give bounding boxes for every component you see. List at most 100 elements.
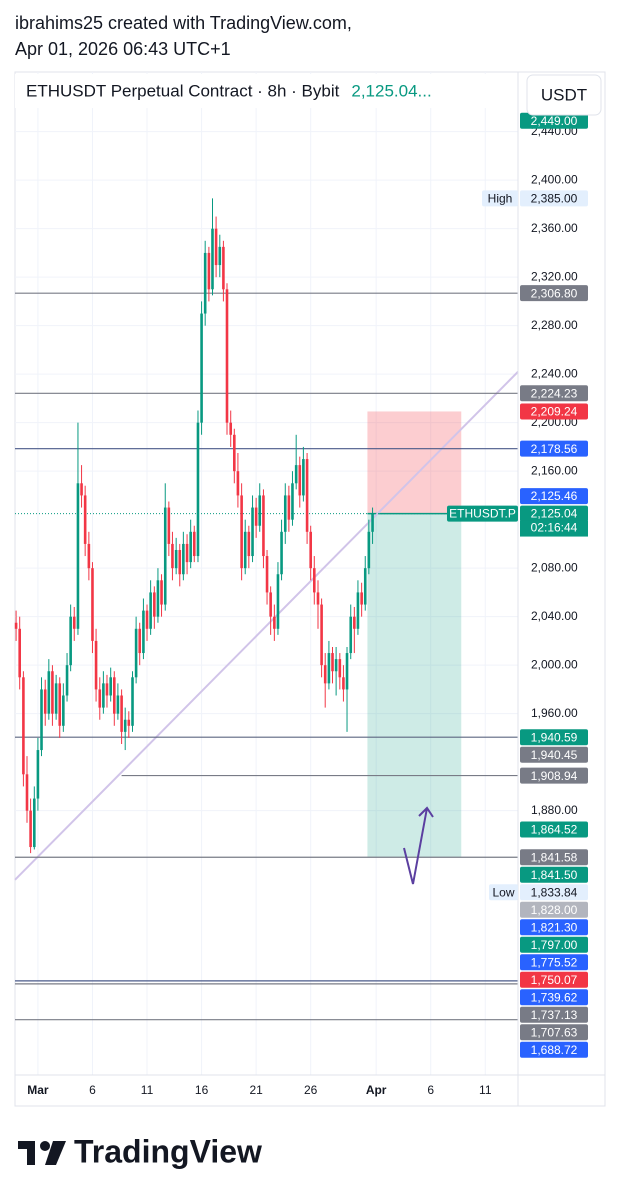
candle-body <box>225 289 229 423</box>
candle-body <box>334 659 338 672</box>
candle-body <box>109 677 112 696</box>
price-label-text: 1,739.62 <box>531 990 578 1004</box>
candle-body <box>51 671 54 714</box>
price-tag <box>489 884 518 901</box>
candle-body <box>196 422 200 557</box>
price-label-text: 1,821.30 <box>531 920 578 934</box>
price-tag-text: ETHUSDT.P <box>449 507 516 521</box>
logo-shape <box>27 1141 35 1165</box>
price-tag-text: High <box>488 192 513 206</box>
candle-body <box>258 495 262 526</box>
price-label <box>520 849 588 866</box>
price-label <box>520 746 588 763</box>
candle-body <box>312 568 316 593</box>
candle-body <box>214 228 218 266</box>
candle-body <box>76 483 80 629</box>
price-label-text: 2,449.00 <box>531 114 578 128</box>
candle-body <box>94 640 98 690</box>
x-tick-label: 21 <box>249 1083 263 1097</box>
candle-body <box>305 459 309 532</box>
candle-body <box>233 434 236 472</box>
candle-body <box>360 592 363 605</box>
price-label-text: 2,209.24 <box>531 405 578 419</box>
candle-body <box>291 483 294 520</box>
candle-body <box>262 495 265 557</box>
candle-body <box>356 592 360 629</box>
candle-body <box>218 246 222 266</box>
price-label-text: 1,833.84 <box>531 885 578 899</box>
price-label <box>520 919 588 936</box>
x-tick-label: 26 <box>304 1083 318 1097</box>
candle-body <box>189 531 192 563</box>
target-zone <box>367 513 462 858</box>
currency-button[interactable] <box>526 74 602 116</box>
price-label-text: 1,688.72 <box>531 1043 578 1057</box>
x-tick-label: 6 <box>427 1083 434 1097</box>
candle-body <box>87 543 91 569</box>
candle-body <box>80 483 83 496</box>
last-price: 2,125.04... <box>351 81 431 100</box>
price-label <box>520 954 588 971</box>
price-label-text: 1,864.52 <box>531 823 578 837</box>
candle-body <box>276 574 280 629</box>
candle-body <box>25 774 29 811</box>
candle-body <box>323 665 327 684</box>
price-tag <box>447 505 518 522</box>
y-tick-label: 2,400.00 <box>531 172 578 186</box>
y-tick-label: 2,360.00 <box>531 221 578 235</box>
candle-body <box>192 531 196 557</box>
price-label-text: 2,125.04 <box>531 507 578 521</box>
logo-shape <box>45 1141 66 1165</box>
candle-body <box>171 543 174 569</box>
candle-body <box>207 252 211 290</box>
drawn-arrow <box>403 806 434 885</box>
price-label <box>520 1041 588 1058</box>
candle-body <box>134 628 138 678</box>
price-label <box>520 936 588 953</box>
price-label <box>520 488 588 505</box>
candle-body <box>265 556 269 593</box>
candle-body <box>280 531 283 575</box>
candle-body <box>69 616 72 666</box>
candle-body <box>102 683 105 708</box>
price-label-text: 1,737.13 <box>531 1008 578 1022</box>
candle-body <box>105 683 109 696</box>
x-tick-label: Apr <box>366 1083 387 1097</box>
legend-bg <box>15 74 515 108</box>
price-label-text: 1,908.94 <box>531 769 578 783</box>
candle-body <box>83 495 87 544</box>
candle-body <box>345 653 349 690</box>
currency[interactable]: USDT <box>541 85 587 104</box>
header-line: Apr 01, 2026 06:43 UTC+1 <box>15 39 231 59</box>
price-label-text: 1,940.59 <box>531 730 578 744</box>
candle-body <box>29 810 32 848</box>
candle-body <box>342 677 345 690</box>
candle-body <box>247 531 251 557</box>
candle-body <box>43 689 47 714</box>
price-label <box>520 989 588 1006</box>
price-label-text: 1,750.07 <box>531 973 578 987</box>
candle-body <box>229 422 233 435</box>
price-label <box>520 901 588 918</box>
candle-body <box>156 580 160 617</box>
logo <box>18 1141 66 1165</box>
price-label <box>520 971 588 988</box>
plot <box>14 198 519 1021</box>
price-label-text: 1,797.00 <box>531 938 578 952</box>
candle-body <box>123 719 127 732</box>
candle-body <box>142 610 145 654</box>
candle-body <box>254 507 258 526</box>
trendline <box>14 371 519 881</box>
candle-body <box>160 580 163 605</box>
timer-text: 02:16:44 <box>531 521 578 535</box>
chart-title: ETHUSDT Perpetual Contract · 8h · Bybit <box>26 81 340 100</box>
candle-body <box>211 228 214 290</box>
price-tag <box>482 190 518 207</box>
x-tick-label: 6 <box>89 1083 96 1097</box>
price-label <box>520 1006 588 1023</box>
candle-body <box>174 549 178 569</box>
candle-body <box>203 252 207 314</box>
stop-zone <box>367 411 462 514</box>
candle-body <box>112 677 116 714</box>
x-tick-label: 11 <box>141 1083 154 1097</box>
